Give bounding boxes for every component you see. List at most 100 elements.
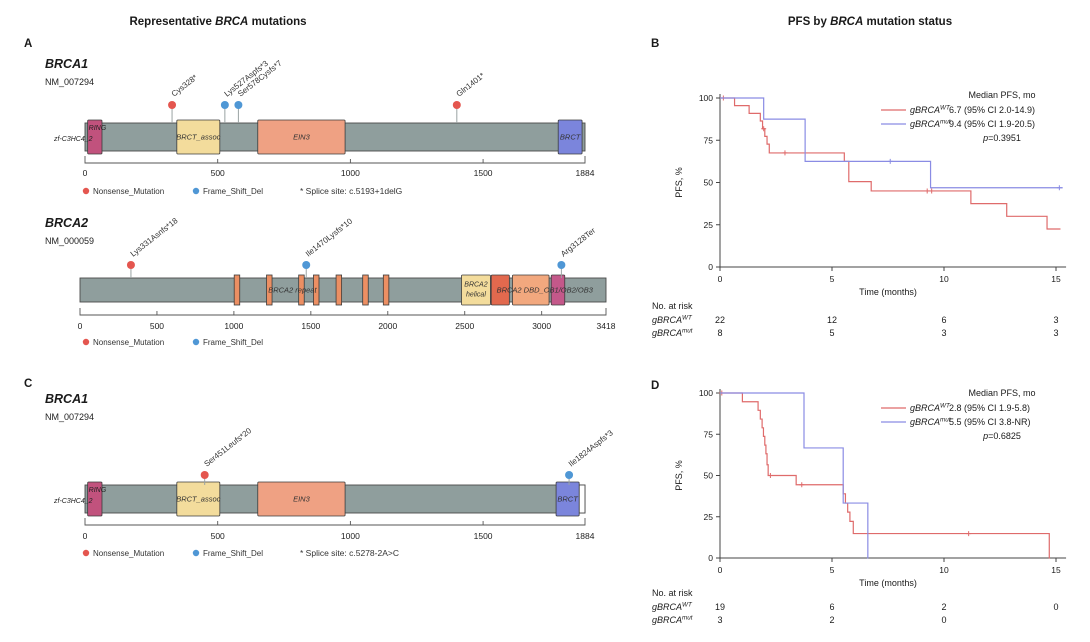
mutation-label: Cys328* — [170, 73, 199, 99]
brc-repeat-domain — [362, 274, 369, 306]
x-axis-title: Time (months) — [859, 578, 917, 588]
mutation-label: Arg3128Ter — [559, 226, 597, 259]
at-risk-title: No. at risk — [652, 301, 693, 311]
protein-bar-cap — [578, 484, 586, 514]
aa-axis-tick-label: 0 — [83, 531, 88, 541]
aa-axis-tick-label: 3000 — [532, 321, 551, 331]
right-title-suffix: mutation status — [863, 16, 953, 28]
panel-c-brca1-lollipop: BRCA1 NM_007294 RING zf-C3HC4_2 BRCT_assoc EI… — [45, 392, 615, 558]
domain-label: BRCT_assoc — [176, 133, 220, 142]
domain-label-ring: RING — [89, 487, 107, 494]
splice-site-note: * Splice site: c.5193+1delG — [300, 186, 402, 196]
aa-axis-tick-label: 500 — [211, 531, 225, 541]
mutation-label: Gln1401* — [455, 71, 487, 99]
km-curve-gbrca-wt — [720, 97, 1061, 230]
censor-mark — [1056, 185, 1062, 191]
at-risk-row-name: gBRCAWT — [652, 315, 693, 326]
brc-repeat-domain — [382, 274, 390, 306]
censor-mark — [929, 188, 935, 194]
aa-axis-tick-label: 2000 — [378, 321, 397, 331]
left-title-suffix: mutations — [248, 16, 307, 28]
y-tick-label: 50 — [704, 471, 714, 481]
mutation-label: Ile1470Lysfs*10 — [304, 216, 355, 258]
aa-axis-tick-label: 500 — [150, 321, 164, 331]
domain-BRCT — [555, 481, 580, 517]
aa-axis-tick-label: 0 — [78, 321, 83, 331]
aa-axis — [84, 518, 586, 526]
domain-label-zf: zf-C3HC4_2 — [53, 498, 93, 505]
legend-label: Nonsense_Mutation — [93, 187, 164, 196]
y-tick-label: 50 — [704, 178, 714, 188]
legend-dot-frameshift — [192, 549, 200, 557]
censor-mark — [782, 150, 788, 156]
aa-axis-tick-label: 1000 — [341, 531, 360, 541]
y-tick-label: 75 — [704, 429, 714, 439]
gene-name: BRCA1 — [45, 392, 88, 406]
legend-label: Frame_Shift_Del — [203, 549, 263, 558]
y-tick-label: 0 — [708, 262, 713, 272]
domain-label: BRCT_assoc — [176, 495, 220, 504]
x-tick-label: 0 — [718, 274, 723, 284]
aa-axis-tick-label: 1884 — [576, 531, 595, 541]
y-tick-label: 25 — [704, 220, 714, 230]
legend-median-value: 2.8 (95% CI 1.9-5.8) — [949, 403, 1030, 413]
mutation-dot-frameshift — [565, 471, 574, 479]
mutation-label: Ser451Leufs*20 — [202, 426, 253, 469]
y-axis-title: PFS, % — [674, 167, 684, 198]
censor-mark — [799, 482, 805, 488]
domain-span-label: BRCA2 DBD_OB1/OB2/OB3 — [497, 286, 594, 295]
y-tick-label: 100 — [699, 93, 713, 103]
at-risk-title: No. at risk — [652, 588, 693, 598]
km-curve-gbrca-mut — [720, 97, 1063, 189]
aa-axis-tick-label: 1000 — [341, 168, 360, 178]
y-tick-label: 100 — [699, 388, 713, 398]
at-risk-value: 5 — [829, 328, 834, 338]
censor-mark — [761, 126, 767, 132]
domain-label: helical — [466, 292, 486, 299]
legend-dot-frameshift — [192, 187, 200, 195]
mutation-label: Ile1824Aspfs*3 — [567, 428, 615, 469]
at-risk-value: 3 — [717, 615, 722, 625]
at-risk-value: 3 — [1053, 328, 1058, 338]
domain-label-zf: zf-C3HC4_2 — [53, 136, 93, 143]
domain-BRCT_assoc — [176, 119, 221, 155]
mutation-dot-nonsense — [200, 471, 209, 479]
right-title-gene: BRCA — [830, 16, 864, 28]
transcript-id: NM_007294 — [45, 412, 94, 422]
brc-repeat-domain — [298, 274, 305, 306]
transcript-id: NM_007294 — [45, 77, 94, 87]
at-risk-row-name: gBRCAWT — [652, 602, 693, 613]
domain-label-ring: RING — [89, 125, 107, 132]
at-risk-value: 2 — [829, 615, 834, 625]
repeat-region-label: BRCA2 repeat — [268, 286, 317, 295]
p-value: p=0.6825 — [982, 431, 1021, 441]
panel-label-d: D — [651, 380, 660, 392]
brc-repeat-domain — [335, 274, 343, 306]
mutation-dot-nonsense — [126, 261, 135, 269]
domain-EIN3 — [257, 481, 346, 517]
legend-label: Frame_Shift_Del — [203, 187, 263, 196]
aa-axis-tick-label: 3418 — [597, 321, 616, 331]
panel-label-a: A — [24, 38, 33, 50]
at-risk-value: 0 — [941, 615, 946, 625]
x-tick-label: 5 — [830, 274, 835, 284]
aa-axis-tick-label: 1000 — [224, 321, 243, 331]
at-risk-row-name: gBRCAmut — [652, 328, 693, 339]
at-risk-value: 6 — [941, 315, 946, 325]
domain-label: EIN3 — [293, 495, 311, 504]
legend-dot-nonsense — [82, 338, 90, 346]
y-tick-label: 0 — [708, 553, 713, 563]
x-tick-label: 5 — [830, 565, 835, 575]
legend-median-value: 6.7 (95% CI 2.0-14.9) — [949, 105, 1035, 115]
domain-ob-block — [550, 274, 566, 306]
at-risk-value: 19 — [715, 602, 725, 612]
legend-series-name: gBRCAmut — [910, 119, 951, 130]
at-risk-value: 3 — [1053, 315, 1058, 325]
panel-label-c: C — [24, 378, 33, 390]
x-tick-label: 0 — [718, 565, 723, 575]
domain-ob-block — [490, 274, 510, 306]
y-tick-label: 25 — [704, 512, 714, 522]
domain-ob-block — [512, 274, 550, 306]
y-axis-title: PFS, % — [674, 460, 684, 491]
at-risk-value: 6 — [829, 602, 834, 612]
